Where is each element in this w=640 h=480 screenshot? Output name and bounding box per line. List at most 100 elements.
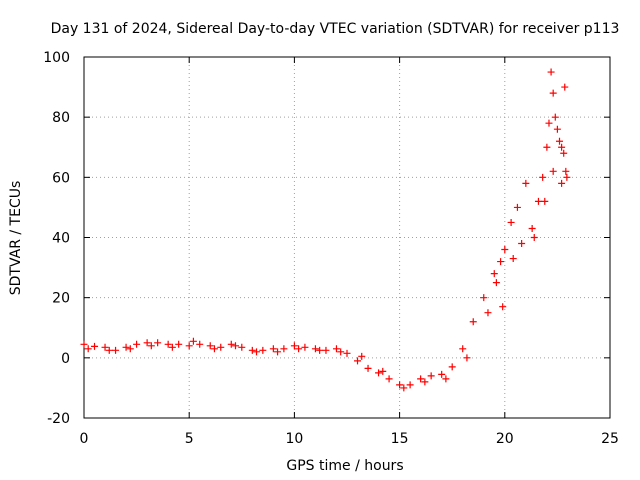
data-point: [459, 345, 467, 353]
data-point: [385, 375, 393, 383]
data-point: [442, 375, 450, 383]
data-point: [379, 367, 387, 375]
data-point: [133, 340, 141, 348]
data-point: [438, 370, 446, 378]
y-tick-label: 20: [52, 291, 70, 307]
chart-title: Day 131 of 2024, Sidereal Day-to-day VTE…: [51, 21, 620, 37]
data-point: [227, 340, 235, 348]
data-point: [522, 179, 530, 187]
data-point: [480, 294, 488, 302]
data-point: [290, 342, 298, 350]
data-point: [248, 346, 256, 354]
data-point: [490, 270, 498, 278]
data-point: [196, 340, 204, 348]
data-point: [259, 346, 267, 354]
data-point: [269, 345, 277, 353]
data-point: [280, 345, 288, 353]
data-point: [553, 125, 561, 133]
data-point: [541, 197, 549, 205]
data-point: [469, 318, 477, 326]
data-point: [143, 339, 151, 347]
data-point: [332, 345, 340, 353]
data-point: [91, 342, 99, 350]
data-point: [84, 345, 92, 353]
y-axis-label: SDTVAR / TECUs: [8, 181, 24, 296]
data-point: [105, 346, 113, 354]
data-point: [337, 348, 345, 356]
data-point: [322, 346, 330, 354]
data-point: [539, 173, 547, 181]
data-point: [417, 375, 425, 383]
data-point: [499, 303, 507, 311]
data-point: [168, 343, 176, 351]
data-point: [551, 113, 559, 121]
data-point: [400, 384, 408, 392]
data-point: [396, 381, 404, 389]
data-point: [147, 342, 155, 350]
x-tick-label: 20: [496, 431, 514, 447]
data-point: [497, 258, 505, 266]
data-point: [122, 343, 130, 351]
data-point: [364, 364, 372, 372]
data-point: [343, 349, 351, 357]
data-point: [274, 348, 282, 356]
data-point: [492, 279, 500, 287]
data-point: [316, 346, 324, 354]
data-point: [311, 345, 319, 353]
y-tick-label: -20: [47, 411, 70, 427]
x-tick-label: 10: [285, 431, 303, 447]
data-point: [562, 167, 570, 175]
data-point: [231, 342, 239, 350]
data-point: [556, 137, 564, 145]
y-tick-label: 80: [52, 110, 70, 126]
data-point: [375, 369, 383, 377]
axis-ticks: 0 5 10 15 20 25 -20 0 20 40 60 80 100: [43, 50, 619, 447]
data-point: [238, 343, 246, 351]
data-point: [549, 89, 557, 97]
data-point: [563, 173, 571, 181]
data-point: [560, 149, 568, 157]
data-point: [210, 345, 218, 353]
data-point: [406, 381, 414, 389]
grid-lines: [84, 57, 610, 418]
data-point: [126, 345, 134, 353]
data-point: [543, 143, 551, 151]
data-point: [530, 234, 538, 241]
data-point: [80, 340, 88, 348]
data-point: [507, 218, 515, 226]
y-tick-label: 60: [52, 170, 70, 186]
data-point: [421, 378, 429, 386]
data-point: [101, 343, 109, 351]
data-point: [561, 83, 569, 91]
data-point: [164, 340, 172, 348]
x-axis-label: GPS time / hours: [286, 458, 403, 474]
data-point: [528, 224, 536, 232]
data-point: [217, 343, 225, 351]
y-tick-label: 0: [61, 351, 70, 367]
data-point: [295, 345, 303, 353]
data-point: [175, 340, 183, 348]
data-point: [358, 352, 366, 360]
data-point: [354, 357, 362, 365]
data-point: [427, 372, 435, 380]
data-point: [154, 339, 162, 347]
data-point: [253, 348, 261, 356]
y-tick-label: 100: [43, 50, 70, 66]
data-point: [189, 337, 197, 345]
data-point: [547, 68, 555, 76]
data-point: [509, 255, 517, 263]
data-point: [549, 167, 557, 175]
data-point: [513, 203, 521, 211]
data-point: [558, 143, 566, 151]
data-point: [448, 363, 456, 371]
data-points: [80, 68, 571, 392]
data-point: [463, 354, 471, 362]
data-point: [501, 246, 509, 254]
y-tick-label: 40: [52, 231, 70, 247]
data-point: [534, 197, 542, 205]
data-point: [185, 342, 193, 350]
data-point: [545, 119, 553, 127]
x-tick-label: 0: [80, 431, 89, 447]
data-point: [301, 343, 309, 351]
